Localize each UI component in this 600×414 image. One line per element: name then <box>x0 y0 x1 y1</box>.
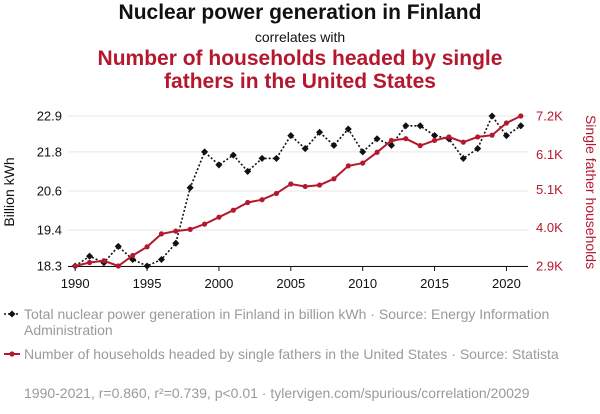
left-tick-label: 21.8 <box>37 144 62 159</box>
left-tick-label: 19.4 <box>37 223 62 238</box>
series-nuclear-point <box>502 132 510 140</box>
series-fathers-point <box>201 221 208 227</box>
chart-title: Nuclear power generation in Finland <box>118 1 482 24</box>
legend-fathers-swatch-marker <box>9 351 15 357</box>
series-fathers-point <box>86 259 93 266</box>
series-fathers-point <box>374 149 380 155</box>
series-nuclear-point <box>114 242 122 250</box>
series-fathers-point <box>72 263 78 269</box>
series-nuclear-point <box>86 252 94 260</box>
series-nuclear-point <box>301 145 309 153</box>
series-nuclear-point <box>474 145 482 153</box>
series-fathers-point <box>158 231 165 237</box>
legend-entry-fathers: Number of households headed by single fa… <box>24 346 594 362</box>
series-fathers-point <box>101 258 107 264</box>
series-nuclear-point <box>373 135 381 143</box>
series-nuclear-point <box>244 167 252 175</box>
right-tick-label: 2.9K <box>536 259 563 274</box>
series-nuclear-point <box>316 128 324 136</box>
chart-title-secondary-line1: Number of households headed by single <box>97 47 503 70</box>
x-tick-label: 2015 <box>420 276 449 291</box>
left-tick-label: 22.9 <box>37 109 62 124</box>
series-nuclear-point <box>387 141 395 149</box>
series-fathers-point <box>345 163 351 169</box>
chart-title-secondary-line2: fathers in the United States <box>164 70 436 93</box>
series-nuclear-point <box>359 148 367 156</box>
series-nuclear-point <box>215 161 223 169</box>
left-axis-label: Billion kWh <box>1 157 17 226</box>
series-fathers-point <box>475 134 481 140</box>
left-tick-label: 18.3 <box>37 259 62 274</box>
series-fathers-point <box>431 137 438 144</box>
series-nuclear-point <box>330 141 338 149</box>
x-tick-label: 1995 <box>133 276 162 291</box>
series-fathers-point <box>173 228 179 234</box>
series-fathers-point <box>417 143 423 149</box>
series-nuclear-point <box>143 262 151 270</box>
series-fathers-point <box>446 134 452 140</box>
series-fathers-point <box>273 190 280 197</box>
series-fathers-point <box>388 137 395 144</box>
chart-title-secondary: Number of households headed by single fa… <box>0 47 600 93</box>
series-fathers-point <box>259 197 265 203</box>
series-nuclear-point <box>431 132 439 140</box>
series-nuclear-point <box>229 151 237 159</box>
series-fathers-point <box>144 244 150 250</box>
chart-subtitle: correlates with <box>254 29 346 45</box>
x-tick-label: 2000 <box>204 276 233 291</box>
series-fathers-point <box>216 214 222 220</box>
series-fathers-point <box>288 181 294 187</box>
right-tick-label: 7.2K <box>536 109 563 124</box>
series-nuclear-point <box>157 255 165 264</box>
legend-entry-fathers-label: Number of households headed by single fa… <box>24 346 559 362</box>
legend-entry-nuclear: Total nuclear power generation in Finlan… <box>24 306 594 338</box>
right-axis-label: Single father households <box>583 115 599 269</box>
series-fathers-point <box>187 226 193 232</box>
right-tick-label: 6.1K <box>536 147 563 162</box>
series-fathers-point <box>245 199 251 206</box>
series-nuclear-point <box>201 148 209 156</box>
series-nuclear-point <box>488 112 496 120</box>
series-fathers-point <box>403 136 409 142</box>
series-nuclear-point <box>402 122 410 130</box>
series-nuclear-point <box>416 122 424 130</box>
series-fathers-point <box>460 139 466 145</box>
series-fathers-point <box>130 252 136 259</box>
x-tick-label: 1990 <box>61 276 90 291</box>
series-fathers-point <box>489 132 495 138</box>
series-fathers-point <box>518 113 524 119</box>
right-tick-label: 4.0K <box>536 220 563 235</box>
series-fathers-point <box>230 207 236 213</box>
series-nuclear-point <box>186 184 194 192</box>
series-nuclear-point <box>459 154 467 162</box>
series-fathers-point <box>302 183 308 190</box>
series-nuclear-point <box>258 154 266 162</box>
series-fathers-point <box>331 176 337 182</box>
series-fathers-point <box>503 120 510 126</box>
series-nuclear-point <box>287 132 295 140</box>
left-tick-label: 20.6 <box>37 184 62 199</box>
series-nuclear-point <box>172 239 180 247</box>
chart-footer: 1990-2021, r=0.860, r²=0.739, p<0.01 · t… <box>24 385 530 401</box>
right-tick-label: 5.1K <box>536 182 563 197</box>
legend-nuclear-swatch-marker <box>8 310 16 318</box>
series-fathers-point <box>360 160 366 166</box>
series-nuclear-point <box>272 154 280 162</box>
x-tick-label: 2010 <box>348 276 377 291</box>
series-fathers-point <box>316 182 323 188</box>
series-fathers-point <box>115 263 121 269</box>
legend-entry-nuclear-label: Total nuclear power generation in Finlan… <box>24 306 550 338</box>
x-tick-label: 2005 <box>276 276 305 291</box>
x-tick-label: 2020 <box>492 276 521 291</box>
